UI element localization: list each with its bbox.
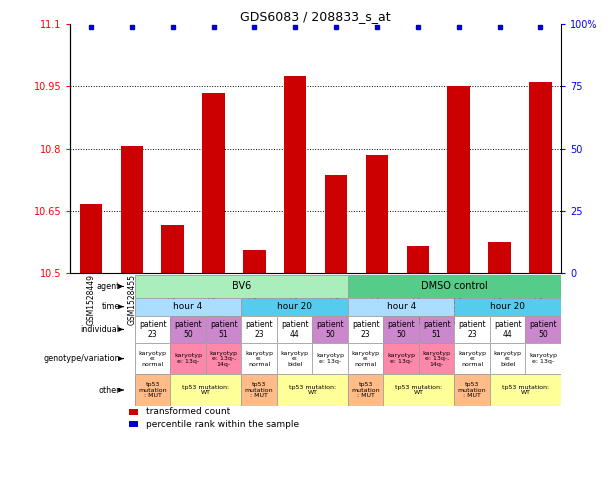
Text: time: time <box>101 302 120 311</box>
Text: other: other <box>98 385 120 395</box>
Text: patient
44: patient 44 <box>494 320 522 339</box>
Bar <box>129 421 138 427</box>
Text: karyotyp
e:
normal: karyotyp e: normal <box>352 351 379 367</box>
Text: DMSO control: DMSO control <box>421 282 488 291</box>
Bar <box>284 76 306 273</box>
Bar <box>202 93 225 273</box>
Text: patient
44: patient 44 <box>281 320 308 339</box>
Text: patient
50: patient 50 <box>387 320 415 339</box>
Text: agent: agent <box>96 282 120 291</box>
Text: karyotyp
e: 13q-: karyotyp e: 13q- <box>387 354 415 364</box>
Text: karyotyp
e: 13q-,
14q-: karyotyp e: 13q-, 14q- <box>210 351 238 367</box>
Text: tp53
mutation
: MUT: tp53 mutation : MUT <box>351 382 380 398</box>
Text: karyotyp
e: 13q-,
14q-: karyotyp e: 13q-, 14q- <box>422 351 451 367</box>
Bar <box>366 155 388 273</box>
Text: hour 4: hour 4 <box>387 302 416 311</box>
Text: patient
50: patient 50 <box>530 320 557 339</box>
Text: tp53
mutation
: MUT: tp53 mutation : MUT <box>139 382 167 398</box>
Bar <box>529 82 552 273</box>
Text: karyotyp
e: 13q-: karyotyp e: 13q- <box>316 354 344 364</box>
Text: percentile rank within the sample: percentile rank within the sample <box>147 420 299 428</box>
Text: patient
23: patient 23 <box>459 320 486 339</box>
Text: karyotyp
e:
normal: karyotyp e: normal <box>245 351 273 367</box>
Bar <box>447 86 470 273</box>
Bar <box>121 146 143 273</box>
Text: tp53
mutation
: MUT: tp53 mutation : MUT <box>458 382 487 398</box>
Text: tp53 mutation:
WT: tp53 mutation: WT <box>395 385 443 395</box>
Text: BV6: BV6 <box>232 282 251 291</box>
Text: tp53 mutation:
WT: tp53 mutation: WT <box>289 385 336 395</box>
Bar <box>325 175 348 273</box>
Bar <box>80 204 102 273</box>
Text: patient
23: patient 23 <box>352 320 379 339</box>
Text: karyotyp
e:
bidel: karyotyp e: bidel <box>493 351 522 367</box>
Text: tp53 mutation:
WT: tp53 mutation: WT <box>502 385 549 395</box>
Text: patient
50: patient 50 <box>174 320 202 339</box>
Text: genotype/variation: genotype/variation <box>43 354 120 363</box>
Bar <box>243 250 265 273</box>
Text: hour 4: hour 4 <box>173 302 203 311</box>
Text: patient
23: patient 23 <box>245 320 273 339</box>
Text: karyotyp
e:
normal: karyotyp e: normal <box>458 351 486 367</box>
Text: transformed count: transformed count <box>147 408 230 416</box>
Text: karyotyp
e:
bidel: karyotyp e: bidel <box>281 351 308 367</box>
Text: patient
51: patient 51 <box>423 320 451 339</box>
Text: patient
50: patient 50 <box>316 320 344 339</box>
Text: karyotyp
e: 13q-: karyotyp e: 13q- <box>174 354 202 364</box>
Text: hour 20: hour 20 <box>277 302 312 311</box>
Text: tp53 mutation:
WT: tp53 mutation: WT <box>182 385 229 395</box>
Bar <box>489 242 511 273</box>
Bar <box>129 409 138 415</box>
Text: karyotyp
e:
normal: karyotyp e: normal <box>139 351 167 367</box>
Bar <box>161 225 184 273</box>
Text: karyotyp
e: 13q-: karyotyp e: 13q- <box>529 354 557 364</box>
Title: GDS6083 / 208833_s_at: GDS6083 / 208833_s_at <box>240 10 391 23</box>
Text: patient
51: patient 51 <box>210 320 237 339</box>
Text: patient
23: patient 23 <box>139 320 166 339</box>
Text: tp53
mutation
: MUT: tp53 mutation : MUT <box>245 382 273 398</box>
Text: hour 20: hour 20 <box>490 302 525 311</box>
Bar <box>406 246 429 273</box>
Text: individual: individual <box>81 325 120 334</box>
